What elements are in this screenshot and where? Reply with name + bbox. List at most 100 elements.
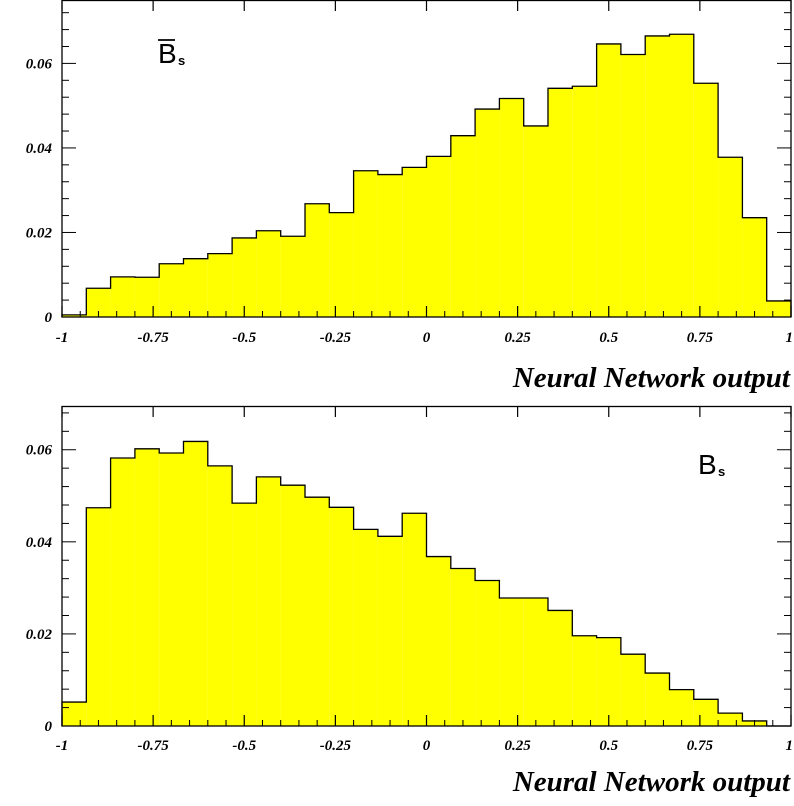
histogram-bar bbox=[499, 598, 524, 726]
y-axis-ticks bbox=[62, 12, 791, 318]
x-tick-label: 1 bbox=[786, 330, 794, 346]
histogram-bar bbox=[232, 237, 257, 317]
x-tick-label: 0.25 bbox=[505, 330, 532, 346]
y-tick-label: 0.06 bbox=[26, 443, 53, 459]
histogram-bar bbox=[426, 556, 451, 726]
y-tick-label: 0.02 bbox=[26, 225, 53, 241]
histogram-bar bbox=[207, 253, 233, 317]
histogram-bar bbox=[742, 217, 767, 317]
histogram-bar bbox=[693, 699, 719, 726]
x-tick-label: 0.5 bbox=[599, 738, 618, 754]
histogram-bar bbox=[110, 458, 135, 726]
histogram-bar bbox=[110, 276, 135, 317]
histogram-bar bbox=[183, 258, 208, 317]
histogram-panel-1: -1 -0.75 -0.5 -0.25 0 0.25 0.5 0.75 1 0 0.02 0.04 0.… bbox=[26, 0, 793, 394]
x-tick-label: -0.75 bbox=[138, 738, 170, 754]
histogram-bar bbox=[329, 507, 354, 726]
histogram-bar bbox=[377, 536, 403, 726]
histogram-bar bbox=[596, 43, 621, 317]
histogram-bar bbox=[280, 236, 306, 317]
histogram-bar bbox=[620, 654, 646, 726]
histogram-bar bbox=[134, 448, 160, 726]
histogram-bar bbox=[572, 86, 597, 317]
histogram-bar bbox=[718, 157, 743, 317]
histogram-bar bbox=[450, 568, 476, 726]
x-axis-ticks bbox=[61, 406, 792, 726]
y-tick-label: 0.06 bbox=[26, 56, 53, 72]
y-tick-label: 0 bbox=[45, 719, 53, 735]
histogram-bar bbox=[402, 167, 427, 317]
x-tick-label: 0.75 bbox=[687, 330, 714, 346]
x-tick-label: -1 bbox=[56, 330, 69, 346]
x-axis-title: Neural Network output bbox=[512, 766, 791, 798]
histogram-bar bbox=[475, 580, 500, 726]
histogram-bar bbox=[353, 529, 378, 726]
histogram-bar bbox=[693, 83, 719, 317]
histogram-bar bbox=[645, 35, 670, 317]
y-tick-label: 0.04 bbox=[26, 535, 53, 551]
x-tick-label: 0 bbox=[423, 738, 431, 754]
histogram-bar bbox=[280, 485, 306, 726]
histogram-bar bbox=[207, 465, 233, 726]
histogram-bar bbox=[620, 54, 646, 318]
histogram-bar bbox=[523, 598, 548, 726]
histogram-bar bbox=[669, 34, 694, 318]
histogram-bar bbox=[232, 503, 257, 726]
histogram-bar bbox=[256, 230, 281, 317]
histogram-bar bbox=[645, 673, 670, 726]
x-tick-label: -0.5 bbox=[232, 330, 256, 346]
histogram-bar bbox=[62, 702, 87, 726]
histogram-bar bbox=[547, 88, 573, 317]
x-tick-label: -1 bbox=[56, 738, 69, 754]
x-tick-label: 0.25 bbox=[505, 738, 532, 754]
x-tick-label: -0.25 bbox=[320, 330, 352, 346]
series-label-subscript: s bbox=[718, 464, 725, 479]
x-tick-label: -0.5 bbox=[232, 738, 256, 754]
y-tick-label: 0 bbox=[45, 310, 53, 326]
histogram-bar bbox=[256, 476, 281, 726]
histogram-bar bbox=[377, 174, 403, 317]
histogram-panel-2: -1 -0.75 -0.5 -0.25 0 0.25 0.5 0.75 1 0 0.02 0.04 0.… bbox=[26, 405, 794, 798]
x-tick-label: 0.5 bbox=[599, 330, 618, 346]
histogram-bar bbox=[669, 689, 694, 726]
histogram-bar bbox=[766, 300, 791, 317]
series-label: B bbox=[698, 449, 717, 480]
histogram-bar bbox=[450, 135, 476, 317]
histogram-bar bbox=[329, 212, 354, 317]
x-tick-label: 0.75 bbox=[687, 738, 714, 754]
x-axis-title: Neural Network output bbox=[512, 362, 791, 394]
histogram-bar bbox=[62, 314, 87, 317]
y-tick-label: 0.02 bbox=[26, 627, 53, 643]
histogram-bars bbox=[62, 441, 767, 726]
histogram-bar bbox=[523, 125, 548, 317]
series-label: B bbox=[158, 38, 177, 69]
histogram-bar bbox=[159, 263, 184, 317]
histogram-bar bbox=[499, 98, 524, 318]
histogram-bar bbox=[572, 635, 597, 726]
x-tick-label: 0 bbox=[423, 330, 431, 346]
histogram-bar bbox=[596, 637, 621, 726]
histogram-bar bbox=[426, 156, 451, 317]
histogram-bar bbox=[86, 507, 111, 726]
series-label-subscript: s bbox=[178, 53, 185, 68]
histogram-bars bbox=[62, 34, 791, 318]
x-tick-label: -0.75 bbox=[138, 330, 170, 346]
histogram-bar bbox=[134, 277, 160, 317]
y-axis-ticks bbox=[62, 412, 791, 727]
x-axis-ticks bbox=[61, 0, 792, 317]
histogram-outline bbox=[61, 440, 791, 727]
histogram-bar bbox=[159, 452, 184, 726]
y-tick-label: 0.04 bbox=[26, 141, 53, 157]
x-tick-label: -0.25 bbox=[320, 738, 352, 754]
histogram-bar bbox=[183, 441, 208, 726]
histogram-bar bbox=[305, 497, 330, 726]
histogram-bar bbox=[402, 513, 427, 726]
x-tick-label: 1 bbox=[786, 738, 794, 754]
histogram-bar bbox=[353, 170, 378, 317]
histogram-bar bbox=[305, 203, 330, 317]
histogram-bar bbox=[547, 610, 573, 726]
histogram-bar bbox=[718, 713, 743, 726]
histogram-outline bbox=[61, 33, 792, 317]
histogram-bar bbox=[475, 109, 500, 317]
